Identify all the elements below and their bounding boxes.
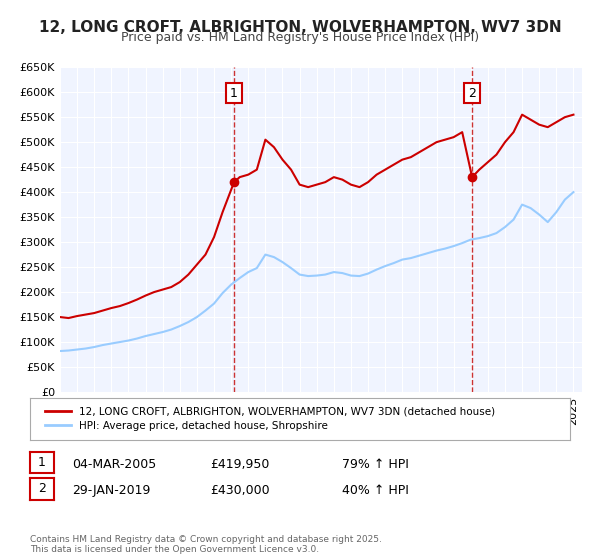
Text: £419,950: £419,950	[210, 458, 269, 472]
Text: Price paid vs. HM Land Registry's House Price Index (HPI): Price paid vs. HM Land Registry's House …	[121, 31, 479, 44]
Text: 2: 2	[468, 87, 476, 100]
Text: 29-JAN-2019: 29-JAN-2019	[72, 484, 151, 497]
Text: £430,000: £430,000	[210, 484, 269, 497]
Legend: 12, LONG CROFT, ALBRIGHTON, WOLVERHAMPTON, WV7 3DN (detached house), HPI: Averag: 12, LONG CROFT, ALBRIGHTON, WOLVERHAMPTO…	[41, 402, 499, 435]
Text: 1: 1	[38, 456, 46, 469]
Text: 2: 2	[38, 482, 46, 496]
Text: 40% ↑ HPI: 40% ↑ HPI	[342, 484, 409, 497]
Text: Contains HM Land Registry data © Crown copyright and database right 2025.
This d: Contains HM Land Registry data © Crown c…	[30, 535, 382, 554]
Text: 1: 1	[230, 87, 238, 100]
Text: 04-MAR-2005: 04-MAR-2005	[72, 458, 156, 472]
Text: 79% ↑ HPI: 79% ↑ HPI	[342, 458, 409, 472]
Text: 12, LONG CROFT, ALBRIGHTON, WOLVERHAMPTON, WV7 3DN: 12, LONG CROFT, ALBRIGHTON, WOLVERHAMPTO…	[38, 20, 562, 35]
